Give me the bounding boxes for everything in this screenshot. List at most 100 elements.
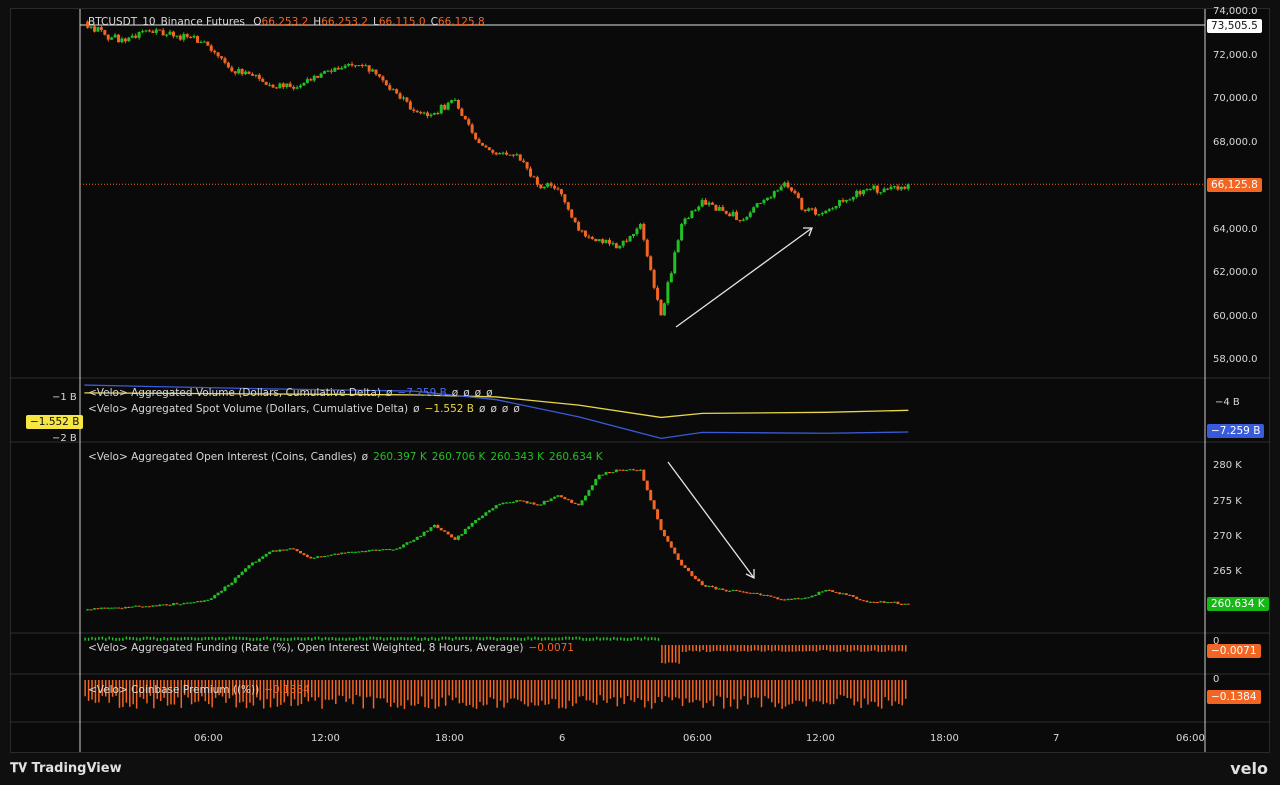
oi-candle — [460, 534, 464, 536]
funding-bar — [214, 637, 217, 641]
price-candle — [755, 203, 759, 208]
funding-legend[interactable]: <Velo> Aggregated Funding (Rate (%), Ope… — [88, 642, 574, 654]
premium-legend[interactable]: <Velo> Coinbase Premium ((%)) −0.1384 — [88, 684, 310, 696]
funding-bar — [170, 637, 172, 641]
oi-candle — [147, 606, 151, 608]
price-candle — [848, 199, 852, 201]
oi-candle — [831, 590, 835, 592]
premium-bar — [379, 680, 382, 699]
oi-candle — [587, 490, 591, 496]
funding-bar — [417, 637, 419, 641]
oi-candle — [642, 469, 646, 481]
oi-candle — [192, 602, 196, 604]
oi-candle — [573, 502, 577, 504]
premium-bar — [465, 680, 467, 706]
price-candle — [220, 56, 224, 59]
oi-candle — [450, 534, 454, 538]
price-candle — [669, 273, 673, 283]
premium-bar — [503, 680, 505, 708]
funding-bar — [465, 636, 467, 640]
premium-bar — [338, 680, 340, 696]
premium-bar — [582, 680, 584, 697]
oi-candle — [141, 606, 145, 608]
premium-bar — [376, 680, 378, 699]
premium-bar — [276, 680, 279, 707]
premium-bar — [159, 680, 162, 702]
oi-candle — [264, 553, 268, 557]
price-candle — [628, 235, 632, 242]
premium-bar — [183, 680, 186, 696]
funding-bar — [616, 637, 619, 641]
price-tick: 74,000.0 — [1213, 6, 1258, 17]
premium-bar — [517, 680, 519, 700]
premium-bar — [527, 680, 529, 707]
funding-bar — [599, 637, 601, 641]
price-candle — [807, 208, 811, 211]
premium-bar — [149, 680, 152, 696]
funding-bar — [194, 637, 196, 641]
premium-bar — [156, 680, 158, 699]
price-candle — [422, 112, 426, 114]
funding-bar — [592, 637, 595, 641]
spot-volume-legend[interactable]: <Velo> Aggregated Spot Volume (Dollars, … — [88, 403, 520, 415]
premium-bar — [135, 680, 138, 709]
premium-bar — [874, 680, 876, 703]
funding-bar — [887, 645, 890, 651]
funding-bar — [311, 637, 313, 641]
premium-bar — [616, 680, 619, 707]
premium-bar — [764, 680, 766, 697]
oi-candle — [498, 504, 502, 506]
price-candle — [491, 150, 495, 153]
oi-candle — [690, 571, 694, 576]
funding-bar — [365, 637, 368, 641]
oi-candle — [844, 593, 848, 595]
interval: 10 — [142, 16, 156, 28]
funding-bar — [798, 645, 801, 652]
oi-candle — [772, 596, 776, 598]
premium-bar — [214, 680, 217, 698]
premium-bar — [197, 680, 200, 702]
premium-bar — [757, 680, 759, 698]
price-candle — [700, 200, 704, 207]
funding-bar — [489, 636, 492, 640]
price-candle — [89, 26, 93, 28]
price-candle — [381, 76, 385, 81]
oi-candle — [165, 604, 169, 606]
price-candle — [350, 63, 354, 66]
funding-bar — [129, 636, 131, 640]
oi-candle — [628, 469, 632, 471]
oi-candle — [886, 602, 890, 604]
price-candle — [851, 196, 855, 200]
funding-bar — [441, 636, 443, 640]
oi-candle — [848, 594, 852, 596]
funding-bar — [723, 645, 725, 652]
oi-candle — [779, 599, 783, 601]
funding-bar — [479, 637, 481, 641]
premium-tag: −0.1384 — [1207, 690, 1261, 704]
funding-bar — [541, 637, 543, 641]
oi-candle — [748, 592, 752, 594]
oi-candle — [553, 496, 557, 499]
price-candle — [477, 139, 481, 144]
premium-bar — [637, 680, 639, 699]
premium-bar — [736, 680, 739, 709]
oi-candle — [889, 602, 893, 604]
oi-candle — [151, 605, 155, 607]
oi-candle — [711, 585, 714, 587]
agg-volume-legend[interactable]: <Velo> Aggregated Volume (Dollars, Cumul… — [88, 387, 493, 399]
oi-candle — [731, 590, 735, 592]
funding-bar — [300, 637, 303, 641]
premium-bar — [438, 680, 440, 707]
price-candle — [340, 67, 344, 70]
symbol[interactable]: BTCUSDT — [88, 16, 138, 28]
open-interest-legend[interactable]: <Velo> Aggregated Open Interest (Coins, … — [88, 451, 603, 463]
tradingview-logo[interactable]: 𝐓𝐕 TradingView — [10, 761, 122, 776]
price-candle — [230, 67, 234, 72]
oi-candle — [618, 469, 622, 471]
oi-candle — [436, 524, 440, 529]
price-candle — [250, 73, 254, 76]
oi-candle — [505, 502, 508, 504]
premium-bar — [304, 680, 306, 698]
oi-tick: 265 K — [1213, 566, 1242, 577]
